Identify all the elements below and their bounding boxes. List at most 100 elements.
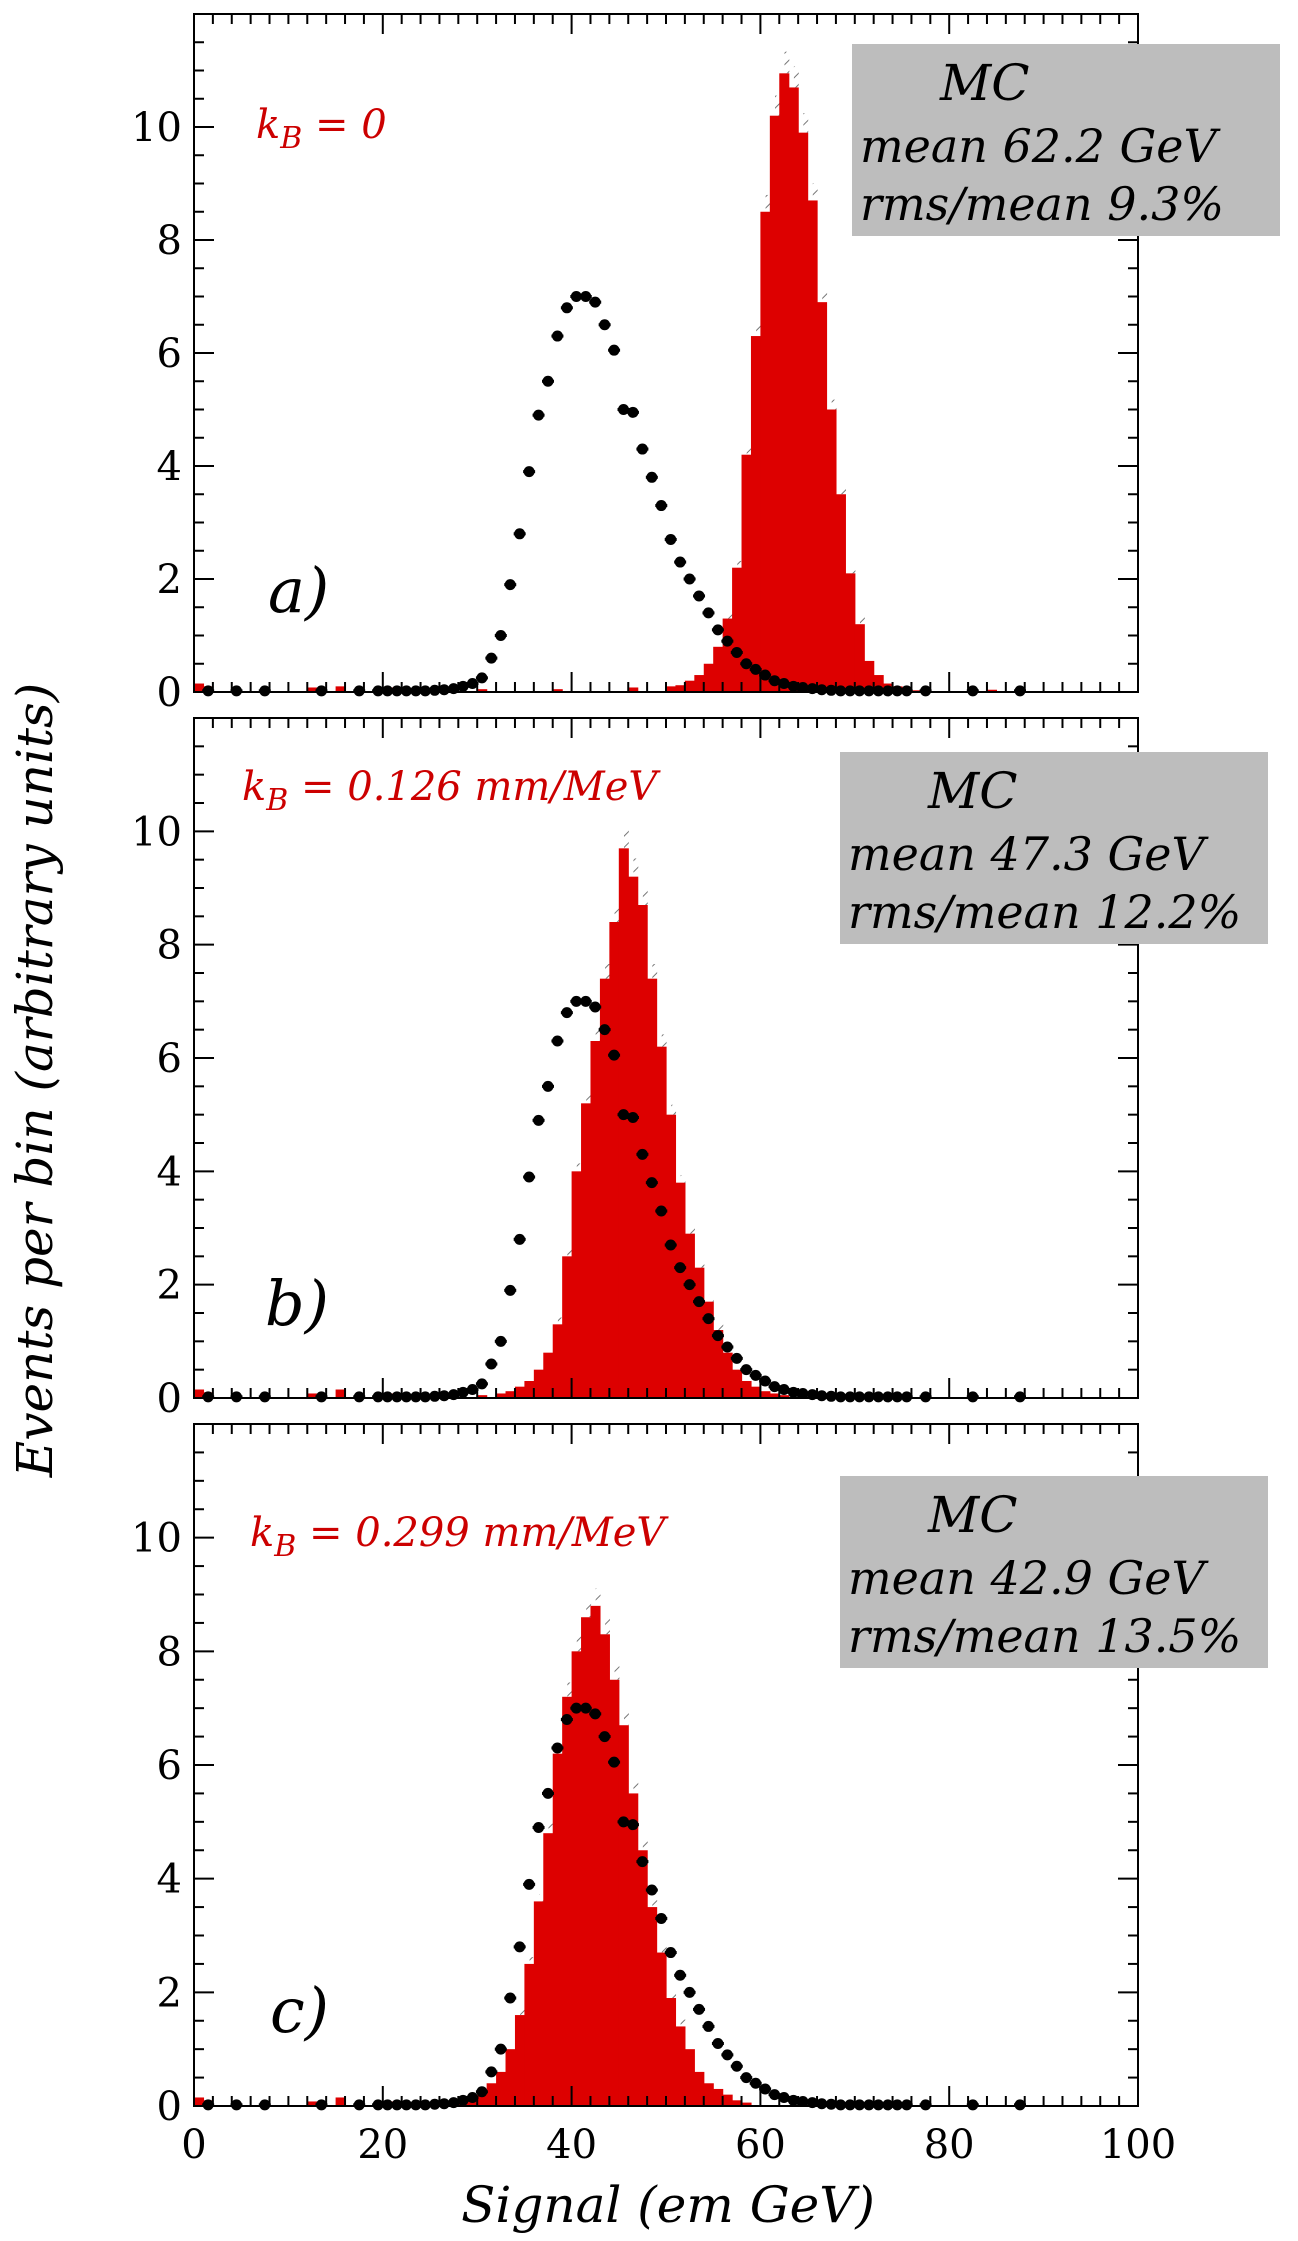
y-tick-label: 8 [157, 923, 182, 969]
data-point [202, 685, 214, 697]
histogram-bar [684, 680, 695, 692]
data-point [589, 296, 601, 308]
histogram-bar [552, 689, 563, 692]
data-point [599, 1731, 611, 1743]
histogram-bar [817, 302, 828, 692]
error-hatch [690, 1226, 695, 1234]
data-point [721, 635, 733, 647]
stat-box-title: MC [927, 1486, 1017, 1544]
histogram-bar [722, 1352, 733, 1398]
data-point [712, 2037, 724, 2049]
data-point [523, 1878, 535, 1890]
panel-label: a) [268, 554, 329, 627]
data-point [769, 675, 781, 687]
stat-box [852, 44, 1280, 236]
data-point [665, 1947, 677, 1959]
data-point [570, 995, 582, 1007]
data-point [485, 652, 497, 664]
error-hatch [775, 95, 780, 116]
data-point [457, 680, 469, 692]
histogram-bar [826, 409, 837, 692]
histogram-bar [732, 567, 743, 692]
histogram-bar [533, 1369, 544, 1398]
histogram-bar [713, 2088, 724, 2106]
histogram-bar [750, 1386, 761, 1398]
error-hatch [642, 1841, 648, 1851]
histogram-bar [675, 685, 686, 692]
data-point [589, 1708, 601, 1720]
data-point [721, 2049, 733, 2061]
panel-label: b) [265, 1267, 329, 1340]
y-tick-label: 0 [157, 2084, 182, 2130]
data-point [1014, 685, 1026, 697]
data-point [1014, 2099, 1026, 2111]
histogram-bar [694, 1267, 705, 1398]
data-point [353, 1391, 365, 1403]
histogram-bar [873, 675, 884, 692]
error-hatch [623, 1711, 629, 1726]
data-point [476, 2086, 488, 2098]
data-point [259, 2099, 271, 2111]
data-point [702, 607, 714, 619]
data-point [863, 2099, 875, 2111]
data-point [476, 1378, 488, 1390]
data-point [476, 672, 488, 684]
data-point [655, 1205, 667, 1217]
data-point [419, 2099, 431, 2111]
y-tick-label: 2 [157, 557, 182, 603]
y-tick-label: 0 [157, 1376, 182, 1422]
stat-box-rms: rms/mean 13.5% [848, 1609, 1241, 1663]
data-point [400, 685, 412, 697]
data-point [608, 344, 620, 356]
data-point [504, 1992, 516, 2004]
histogram-bar [788, 87, 799, 692]
histogram-bar [741, 454, 752, 692]
data-point [523, 466, 535, 478]
histogram-bar [732, 2100, 743, 2106]
data-point [618, 404, 630, 415]
data-point [230, 685, 242, 697]
data-point [457, 2094, 469, 2106]
error-hatch [812, 183, 818, 201]
stat-box-rms: rms/mean 9.3% [860, 177, 1224, 231]
stat-box-mean: mean 42.9 GeV [848, 1551, 1210, 1605]
histogram-bar [628, 1793, 639, 2106]
histogram-bar [467, 2100, 478, 2106]
histogram-bar [722, 2094, 733, 2106]
data-point [787, 2094, 799, 2106]
histogram-bar [694, 675, 705, 692]
data-point [429, 2098, 441, 2110]
histogram-bar [543, 1352, 554, 1398]
histogram-bar [835, 494, 846, 692]
histogram-bar [543, 1833, 554, 2106]
error-hatch [576, 1163, 582, 1172]
histogram-bar [486, 2083, 497, 2106]
data-point [495, 630, 507, 641]
histogram-bar [713, 646, 724, 692]
histogram-bar [524, 1963, 535, 2106]
histogram-bar [194, 2097, 205, 2106]
error-hatch [850, 566, 856, 574]
histogram-bar [741, 2102, 752, 2106]
error-hatch [576, 1635, 582, 1652]
error-hatch [548, 1823, 554, 1834]
data-point [967, 2099, 979, 2111]
y-tick-label: 2 [157, 1263, 182, 1309]
data-point [778, 1384, 790, 1395]
histogram-bar [666, 1114, 677, 1398]
data-point [825, 2098, 837, 2110]
data-point [787, 680, 799, 692]
data-point [466, 678, 478, 690]
data-point [485, 2066, 497, 2078]
error-hatch [652, 963, 658, 979]
histogram-bar [194, 683, 205, 692]
kb-label: kB = 0 [256, 102, 387, 156]
data-point [391, 2099, 403, 2111]
data-point [769, 1381, 781, 1393]
histogram-bar [599, 978, 610, 1398]
x-axis-label: Signal (em GeV) [461, 2176, 875, 2234]
error-hatch [708, 1294, 714, 1302]
histogram-bar [571, 1171, 582, 1398]
x-tick-label: 80 [924, 2122, 975, 2168]
